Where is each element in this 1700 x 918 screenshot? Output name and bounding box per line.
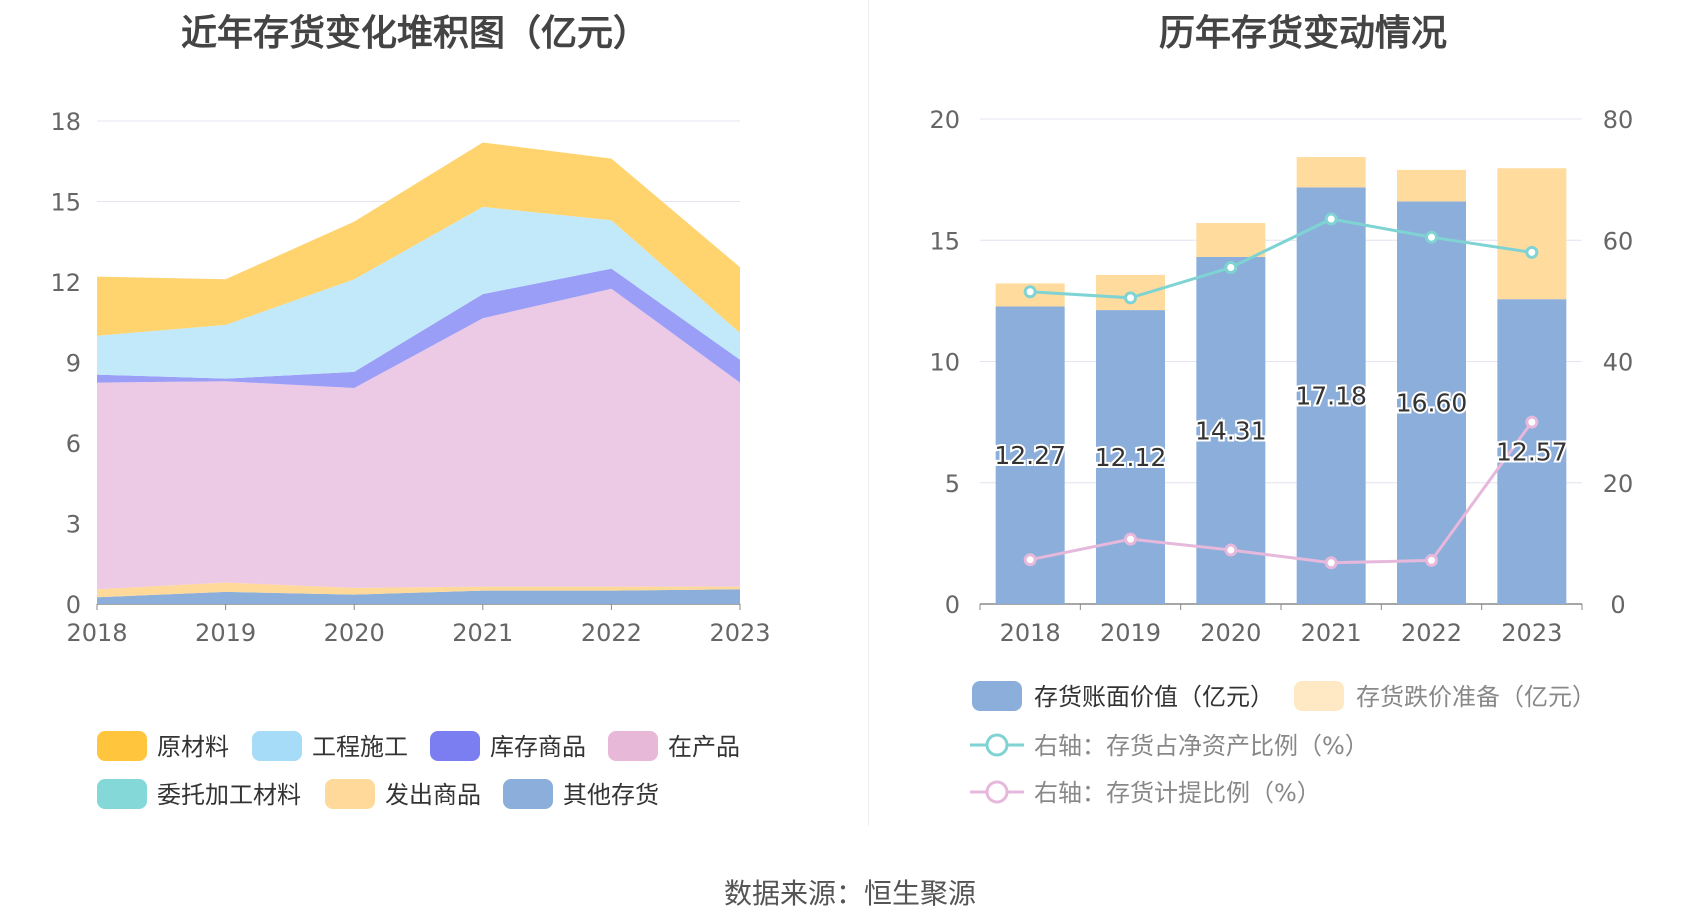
- line-point: [1124, 291, 1137, 305]
- legend-swatch: [97, 731, 147, 761]
- bar: [1296, 187, 1366, 604]
- legend-label: 右轴：存货占净资产比例（%）: [1034, 732, 1369, 760]
- line-point: [1224, 261, 1238, 275]
- line-point: [1425, 553, 1438, 567]
- y-tick-label: 0: [66, 591, 81, 619]
- x-tick-label: 2021: [1301, 619, 1362, 647]
- y-tick-label: 10: [929, 349, 960, 377]
- y2-tick-label: 60: [1603, 227, 1634, 255]
- x-tick-label: 2022: [581, 619, 642, 647]
- y-tick-label: 15: [929, 227, 960, 255]
- x-tick-label: 2018: [66, 619, 127, 647]
- y-tick-label: 5: [945, 470, 960, 498]
- legend-label: 库存商品: [490, 733, 586, 761]
- bar: [1397, 169, 1466, 202]
- bar: [1497, 168, 1567, 300]
- line-point: [1425, 230, 1438, 244]
- line-series: [1030, 217, 1533, 300]
- legend-label: 发出商品: [385, 781, 481, 809]
- bar-value-label: 17.18: [1295, 382, 1367, 411]
- legend-label: 右轴：存货计提比例（%）: [1034, 779, 1321, 807]
- panel-divider: [868, 0, 869, 826]
- legend-label: 其他存货: [563, 781, 659, 809]
- x-tick-label: 2018: [1000, 619, 1061, 647]
- legend-swatch: [325, 779, 375, 809]
- stacked-area-chart: 0 3 6 9 12 15 18 2018 2019 2020 2021 2022 2023 原材料 工程施…: [50, 108, 771, 809]
- legend-point-marker: [985, 733, 1009, 757]
- bar: [1296, 157, 1366, 188]
- y-tick-label: 20: [929, 106, 960, 134]
- bar: [1397, 201, 1466, 604]
- area-series: [97, 206, 740, 379]
- y2-tick-label: 80: [1603, 106, 1634, 134]
- left-chart-title: 近年存货变化堆积图（亿元）: [180, 13, 649, 54]
- area-series: [97, 589, 740, 604]
- bar: [1196, 223, 1266, 257]
- area-series: [97, 582, 740, 598]
- legend-point-marker: [985, 780, 1009, 804]
- legend-swatch: [503, 779, 553, 809]
- y-tick-label: 3: [66, 511, 81, 539]
- y-tick-label: 9: [66, 350, 81, 378]
- bar-value-label: 12.57: [1496, 438, 1568, 467]
- legend-swatch: [252, 731, 302, 761]
- x-tick-label: 2022: [1401, 619, 1462, 647]
- line-point: [1224, 543, 1238, 557]
- legend-label: 存货账面价值（亿元）: [1034, 683, 1274, 711]
- line-point: [1525, 245, 1539, 259]
- legend-label: 在产品: [668, 733, 740, 761]
- legend-label: 委托加工材料: [157, 781, 301, 809]
- y-tick-label: 18: [50, 108, 81, 136]
- line-point: [1124, 532, 1137, 546]
- x-tick-label: 2021: [452, 619, 513, 647]
- x-tick-label: 2020: [1200, 619, 1261, 647]
- line-point: [1023, 285, 1037, 299]
- y2-tick-label: 40: [1603, 349, 1634, 377]
- data-source: 数据来源：恒生聚源: [723, 877, 976, 910]
- legend-swatch: [972, 681, 1022, 711]
- area-series: [97, 288, 740, 590]
- bar-value-label: 12.27: [994, 441, 1066, 470]
- right-chart-title: 历年存货变动情况: [1158, 13, 1447, 54]
- line-point: [1324, 212, 1338, 226]
- bar-value-label: 16.60: [1396, 389, 1468, 418]
- line-series: [1029, 421, 1534, 565]
- x-tick-label: 2020: [324, 619, 385, 647]
- area-series: [97, 142, 740, 336]
- y-tick-label: 6: [66, 430, 81, 458]
- legend-swatch: [97, 779, 147, 809]
- line-point: [1324, 556, 1338, 570]
- stacked-bar-line-chart: 0 5 10 15 20 0 20 40 60 80 2018 2019 2020 2021 2022 202…: [929, 106, 1634, 807]
- legend-swatch: [1294, 681, 1344, 711]
- legend-label: 原材料: [157, 733, 229, 761]
- x-tick-label: 2023: [1501, 619, 1562, 647]
- line-point: [1023, 553, 1037, 567]
- y-tick-label: 15: [50, 189, 81, 217]
- y2-tick-label: 20: [1603, 470, 1634, 498]
- legend-label: 存货跌价准备（亿元）: [1356, 683, 1596, 711]
- bar-value-label: 12.12: [1095, 443, 1167, 472]
- legend-swatch: [608, 731, 658, 761]
- y-tick-label: 12: [50, 269, 81, 297]
- y2-tick-label: 0: [1610, 591, 1625, 619]
- x-tick-label: 2019: [1100, 619, 1161, 647]
- x-tick-label: 2023: [709, 619, 770, 647]
- y-tick-label: 0: [945, 591, 960, 619]
- x-tick-label: 2019: [195, 619, 256, 647]
- legend-label: 工程施工: [312, 733, 408, 761]
- bar: [1096, 310, 1165, 604]
- bar-value-label: 14.31: [1195, 416, 1267, 445]
- line-point: [1525, 415, 1539, 429]
- legend-swatch: [430, 731, 480, 761]
